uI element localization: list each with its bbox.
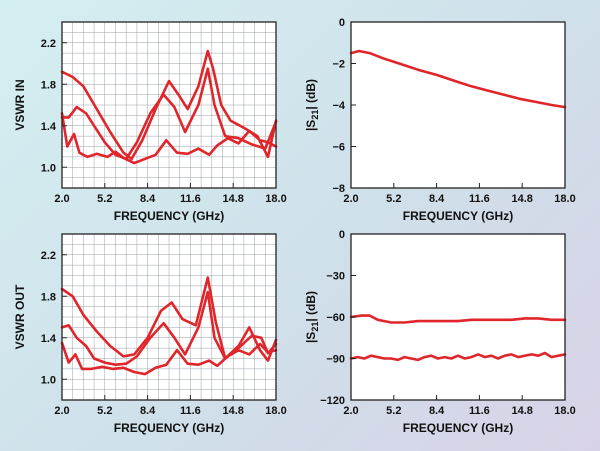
x-tick-label: 18.0: [554, 193, 575, 205]
chart-panel-4: 2.0 5.2 8.4 11.6 14.8 18.0 0 −30 −60 −90 −120 FREQU…: [304, 229, 576, 435]
series-line-3: [60, 112, 278, 165]
plot-frame: [61, 21, 277, 189]
y-tick-label: −8: [332, 183, 345, 195]
y-tick-label: −120: [320, 395, 345, 407]
x-tick-label: 11.6: [469, 405, 490, 417]
x-axis-label: FREQUENCY (GHz): [403, 421, 513, 435]
plot-area: [351, 22, 565, 188]
x-tick-label: 14.8: [222, 193, 243, 205]
x-tick-label: 8.4: [429, 193, 445, 205]
x-tick-label: 2.0: [54, 405, 69, 417]
x-tick-label: 11.6: [180, 193, 201, 205]
y-tick-label: −30: [326, 271, 345, 283]
y-tick-label: 0: [339, 229, 345, 241]
x-tick-label: 2.0: [343, 405, 358, 417]
x-tick-label: 18.0: [265, 405, 286, 417]
x-tick-label: 18.0: [265, 193, 286, 205]
series-line-2: [349, 351, 567, 362]
x-axis-label: FREQUENCY (GHz): [114, 209, 224, 223]
grid: [62, 234, 276, 400]
x-tick-label: 5.2: [386, 193, 401, 205]
x-tick-label: 8.4: [429, 405, 445, 417]
x-axis-label: FREQUENCY (GHz): [114, 421, 224, 435]
y-tick-label: 1.0: [41, 162, 56, 174]
chart-panel-1: 2.0 5.2 8.4 11.6 14.8 18.0 1.0 1.4 1.8 2.2 FREQUEN…: [13, 21, 287, 223]
y-axis-label: VSWR OUT: [13, 284, 27, 349]
y-tick-label: −90: [326, 354, 345, 366]
series-line-1: [349, 314, 567, 324]
x-tick-label: 2.0: [343, 193, 358, 205]
grid: [62, 22, 276, 188]
x-tick-label: 5.2: [97, 193, 112, 205]
x-tick-label: 18.0: [554, 405, 575, 417]
chart-panel-2: 2.0 5.2 8.4 11.6 14.8 18.0 0 −2 −4 −6 −8 FREQUENCY …: [304, 17, 576, 223]
y-tick-label: −2: [332, 59, 345, 71]
plot-frame: [61, 233, 277, 401]
y-tick-label: 1.8: [41, 79, 56, 91]
y-tick-label: 1.0: [41, 374, 56, 386]
y-tick-label: 1.4: [41, 333, 57, 345]
y-tick-label: −6: [332, 142, 345, 154]
y-tick-label: −4: [332, 100, 345, 112]
series-line-2: [60, 67, 278, 161]
x-axis-label: FREQUENCY (GHz): [403, 209, 513, 223]
series-line-1: [60, 276, 278, 362]
x-tick-label: 2.0: [54, 193, 69, 205]
series-line-1: [349, 49, 567, 109]
y-tick-label: 2.2: [41, 250, 56, 262]
y-axis-label: |S21| (dB): [304, 291, 320, 343]
x-tick-label: 5.2: [386, 405, 401, 417]
x-tick-label: 14.8: [511, 405, 532, 417]
x-tick-label: 14.8: [511, 193, 532, 205]
y-axis-label: VSWR IN: [13, 79, 27, 130]
y-tick-label: −60: [326, 312, 345, 324]
series-line-1: [60, 49, 278, 161]
plot-area: [351, 234, 565, 400]
y-tick-label: 0: [339, 17, 345, 29]
x-tick-label: 8.4: [140, 193, 156, 205]
chart-panel-3: 2.0 5.2 8.4 11.6 14.8 18.0 1.0 1.4 1.8 2.2 FREQUEN…: [13, 233, 287, 435]
series-line-2: [60, 290, 278, 367]
x-tick-label: 11.6: [469, 193, 490, 205]
y-axis-label: |S21| (dB): [304, 79, 320, 131]
x-tick-label: 14.8: [222, 405, 243, 417]
x-tick-label: 5.2: [97, 405, 112, 417]
x-tick-label: 11.6: [180, 405, 201, 417]
y-tick-label: 2.2: [41, 38, 56, 50]
x-tick-label: 8.4: [140, 405, 156, 417]
y-tick-label: 1.8: [41, 291, 56, 303]
series-line-3: [60, 341, 278, 376]
y-tick-label: 1.4: [41, 121, 57, 133]
